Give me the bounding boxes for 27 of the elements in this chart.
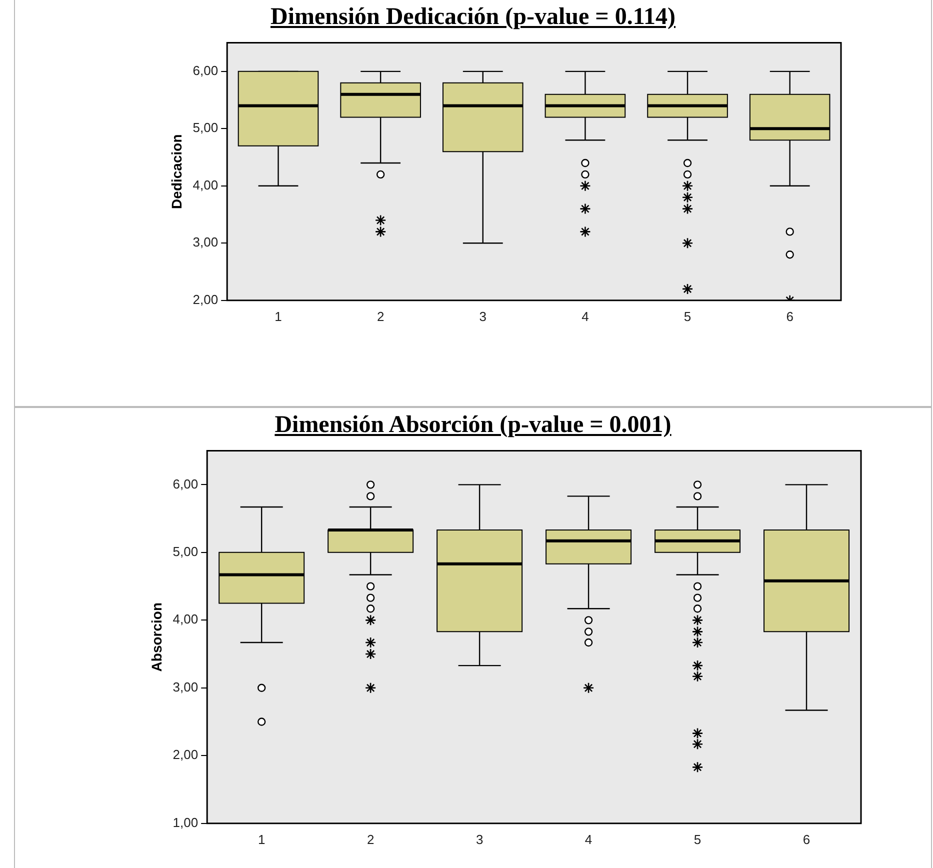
x-tick-label: 2 — [376, 308, 384, 324]
y-tick-label: 4,00 — [192, 177, 218, 192]
x-tick-label: 5 — [694, 832, 702, 847]
y-tick-label: 5,00 — [192, 120, 218, 136]
y-tick-label: 3,00 — [192, 234, 218, 250]
y-axis-title: Absorcion — [148, 602, 164, 672]
x-tick-label: 1 — [258, 832, 266, 847]
x-tick-label: 6 — [786, 308, 794, 324]
x-tick-label: 5 — [684, 308, 692, 324]
x-tick-label: 3 — [476, 832, 484, 847]
x-tick-label: 3 — [479, 308, 487, 324]
x-tick-label: 4 — [584, 832, 592, 847]
x-tick-label: 1 — [274, 308, 282, 324]
y-tick-label: 4,00 — [172, 612, 198, 627]
y-axis-title: Dedicacion — [168, 134, 184, 209]
y-tick-label: 5,00 — [172, 544, 198, 559]
y-tick-label: 3,00 — [172, 679, 198, 694]
y-tick-label: 1,00 — [172, 814, 198, 830]
x-tick-label: 2 — [366, 832, 374, 847]
x-tick-label: 6 — [802, 832, 810, 847]
y-tick-label: 6,00 — [192, 63, 218, 78]
chart-title: Dimensión Dedicación (p-value = 0.114) — [269, 3, 676, 32]
y-tick-label: 2,00 — [192, 292, 218, 307]
y-tick-label: 6,00 — [172, 476, 198, 492]
chart-title: Dimensión Absorción (p-value = 0.001) — [274, 411, 672, 440]
x-tick-label: 4 — [582, 308, 589, 324]
y-tick-label: 2,00 — [172, 747, 198, 762]
